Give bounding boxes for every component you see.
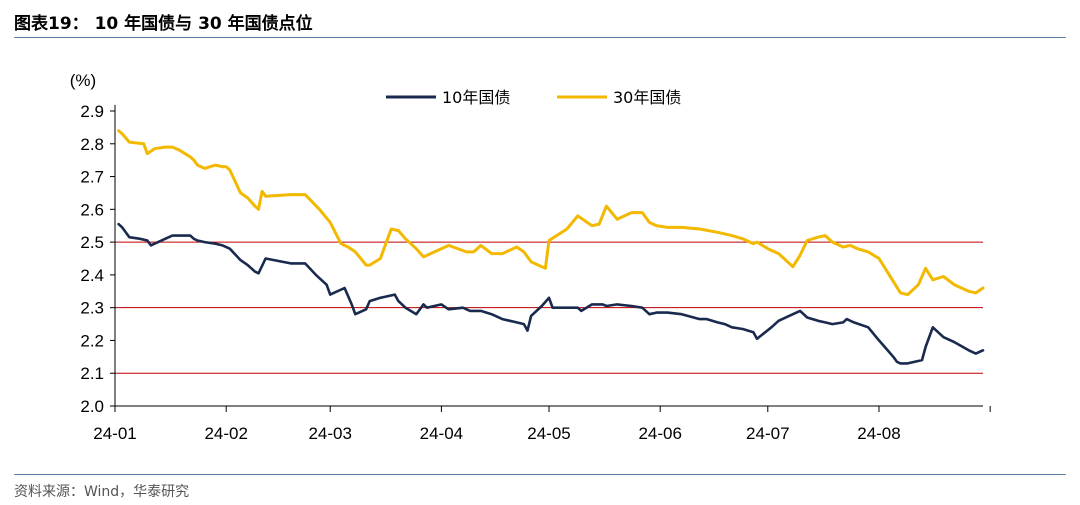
y-tick-label: 2.7 xyxy=(80,168,104,187)
x-tick-label: 24-07 xyxy=(746,424,789,443)
reference-lines xyxy=(115,241,983,374)
y-tick-label: 2.2 xyxy=(80,331,104,350)
y-axis-label: (%) xyxy=(70,71,96,90)
y-tick-label: 2.4 xyxy=(80,266,104,285)
legend-item-10y-label: 10年国债 xyxy=(442,88,510,107)
x-tick-label: 24-08 xyxy=(857,424,900,443)
y-tick-label: 2.0 xyxy=(80,397,104,416)
x-tick-label: 24-03 xyxy=(308,424,351,443)
legend-item-30y-label: 30年国债 xyxy=(613,88,681,107)
header-divider xyxy=(14,37,1066,38)
chart-legend: 10年国债 30年国债 xyxy=(386,88,681,107)
series-line-30y xyxy=(117,129,985,297)
y-tick-label: 2.5 xyxy=(80,233,104,252)
chart-axes: 2.0 2.1 2.2 2.3 2.4 2.5 2.6 2.7 2.8 2.9 (%) 24-01 24… xyxy=(70,71,991,443)
x-tick-label: 24-02 xyxy=(204,424,247,443)
y-tick-label: 2.6 xyxy=(80,200,104,219)
page-title: 图表19： 10 年国债与 30 年国债点位 xyxy=(14,14,313,34)
chart-series xyxy=(117,129,985,365)
y-tick-label: 2.3 xyxy=(80,299,104,318)
x-tick-label: 24-04 xyxy=(420,424,463,443)
y-tick-label: 2.1 xyxy=(80,364,104,383)
x-tick-label: 24-01 xyxy=(93,424,136,443)
y-tick-label: 2.8 xyxy=(80,135,104,154)
x-tick-label: 24-05 xyxy=(527,424,570,443)
series-line-10y xyxy=(117,222,985,365)
y-tick-label: 2.9 xyxy=(80,102,104,121)
x-tick-label: 24-06 xyxy=(638,424,681,443)
source-note: 资料来源：Wind，华泰研究 xyxy=(14,484,190,500)
footer-divider xyxy=(14,474,1066,475)
line-chart: 2.0 2.1 2.2 2.3 2.4 2.5 2.6 2.7 2.8 2.9 (%) 24-01 24… xyxy=(70,71,991,443)
